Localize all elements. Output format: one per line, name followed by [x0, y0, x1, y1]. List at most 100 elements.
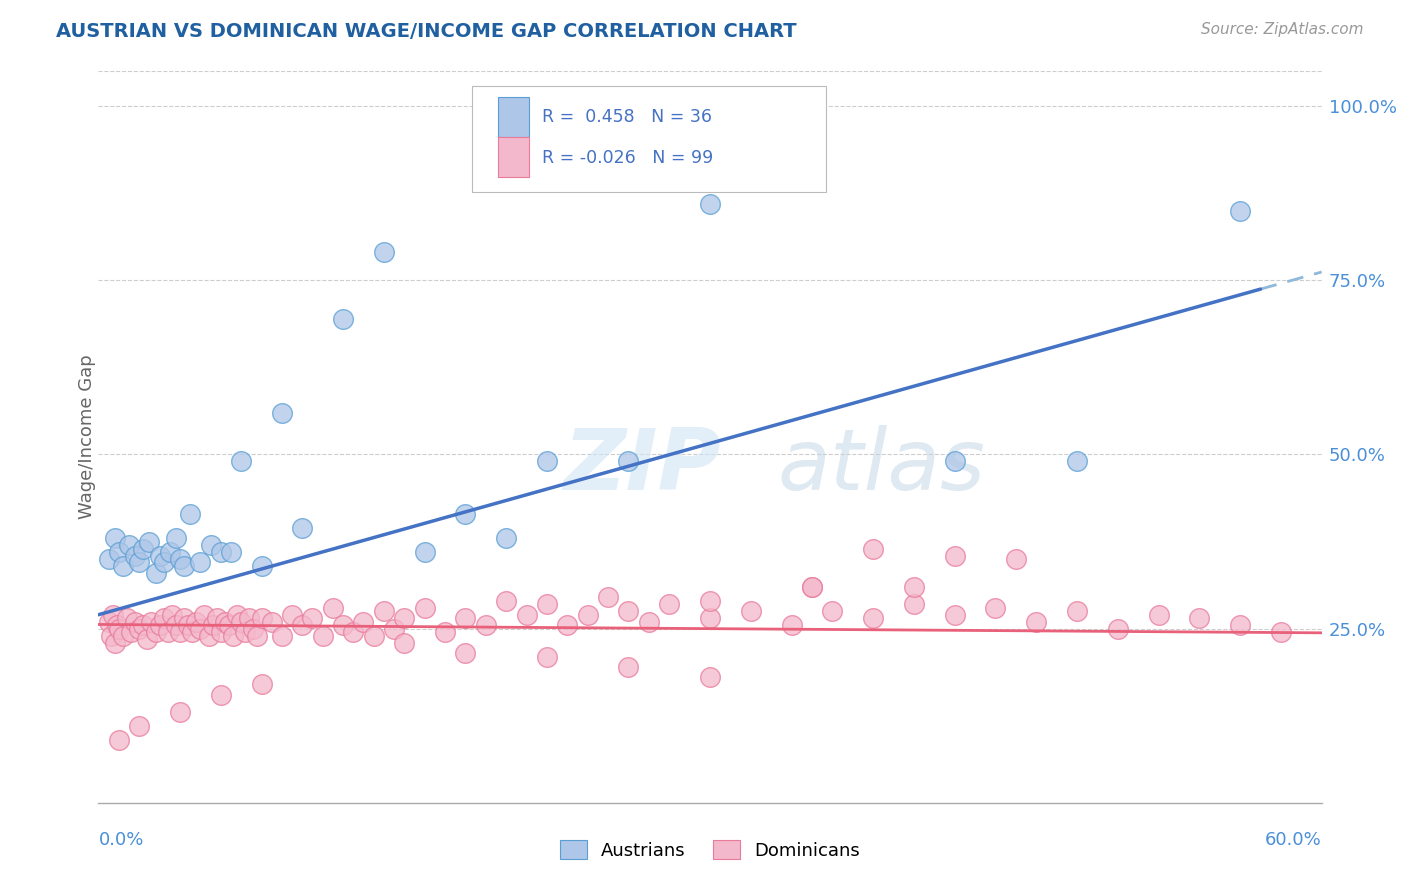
Point	[312, 629, 335, 643]
Point	[291, 618, 314, 632]
Point	[128, 719, 150, 733]
Point	[173, 611, 195, 625]
Point	[250, 558, 273, 573]
Point	[231, 454, 253, 468]
Point	[332, 618, 354, 632]
Text: R =  0.458   N = 36: R = 0.458 N = 36	[543, 109, 713, 127]
Point	[984, 600, 1007, 615]
Point	[617, 454, 640, 468]
Point	[145, 625, 167, 640]
Point	[474, 618, 498, 632]
Point	[193, 607, 215, 622]
Point	[205, 611, 228, 625]
Point	[209, 545, 232, 559]
Point	[903, 597, 925, 611]
Point	[201, 618, 224, 632]
Point	[699, 670, 721, 684]
Point	[97, 615, 120, 629]
Text: ZIP: ZIP	[564, 425, 721, 508]
Point	[169, 705, 191, 719]
Text: Source: ZipAtlas.com: Source: ZipAtlas.com	[1201, 22, 1364, 37]
Point	[173, 558, 195, 573]
Point	[658, 597, 681, 611]
Point	[111, 558, 134, 573]
Point	[617, 660, 640, 674]
Point	[149, 618, 172, 632]
Point	[454, 507, 477, 521]
Point	[188, 622, 212, 636]
Text: AUSTRIAN VS DOMINICAN WAGE/INCOME GAP CORRELATION CHART: AUSTRIAN VS DOMINICAN WAGE/INCOME GAP CO…	[56, 22, 797, 41]
Point	[454, 646, 477, 660]
Point	[219, 545, 242, 559]
Point	[132, 541, 155, 556]
Point	[1004, 552, 1026, 566]
Point	[108, 545, 131, 559]
Point	[434, 625, 457, 640]
Point	[214, 615, 236, 629]
Point	[250, 677, 273, 691]
Point	[1066, 454, 1088, 468]
Point	[181, 625, 204, 640]
Point	[159, 545, 181, 559]
Point	[332, 311, 354, 326]
Point	[209, 688, 232, 702]
Point	[943, 549, 966, 563]
Point	[233, 625, 256, 640]
FancyBboxPatch shape	[471, 86, 827, 192]
Point	[242, 622, 264, 636]
Point	[231, 615, 253, 629]
Point	[413, 600, 436, 615]
Point	[101, 607, 124, 622]
FancyBboxPatch shape	[498, 137, 529, 178]
Point	[169, 625, 191, 640]
Point	[1188, 611, 1211, 625]
Point	[118, 538, 141, 552]
Point	[740, 604, 762, 618]
Point	[165, 618, 187, 632]
Point	[862, 611, 884, 625]
Point	[218, 618, 240, 632]
Point	[373, 245, 395, 260]
Point	[145, 566, 167, 580]
Text: R = -0.026   N = 99: R = -0.026 N = 99	[543, 149, 714, 167]
Point	[352, 615, 374, 629]
Point	[301, 611, 323, 625]
Point	[536, 649, 558, 664]
Point	[124, 615, 146, 629]
Point	[943, 454, 966, 468]
Point	[903, 580, 925, 594]
Point	[536, 454, 558, 468]
Point	[108, 733, 131, 747]
Point	[160, 607, 183, 622]
Point	[495, 594, 517, 608]
Point	[169, 552, 191, 566]
Legend: Austrians, Dominicans: Austrians, Dominicans	[553, 833, 868, 867]
Point	[576, 607, 599, 622]
Point	[617, 604, 640, 618]
Point	[200, 538, 222, 552]
Point	[141, 615, 163, 629]
Point	[780, 618, 803, 632]
Point	[699, 611, 721, 625]
Point	[128, 556, 150, 570]
Point	[152, 556, 174, 570]
Point	[495, 531, 517, 545]
Text: atlas: atlas	[778, 425, 986, 508]
Point	[862, 541, 884, 556]
Point	[281, 607, 304, 622]
Point	[226, 607, 249, 622]
Point	[156, 625, 179, 640]
Point	[943, 607, 966, 622]
Point	[138, 534, 160, 549]
Point	[115, 611, 138, 625]
Point	[136, 632, 159, 646]
Point	[222, 629, 245, 643]
Point	[363, 629, 385, 643]
Point	[1147, 607, 1170, 622]
Point	[821, 604, 844, 618]
Point	[555, 618, 579, 632]
Point	[1270, 625, 1292, 640]
Point	[454, 611, 477, 625]
Point	[209, 625, 232, 640]
Point	[392, 635, 416, 649]
